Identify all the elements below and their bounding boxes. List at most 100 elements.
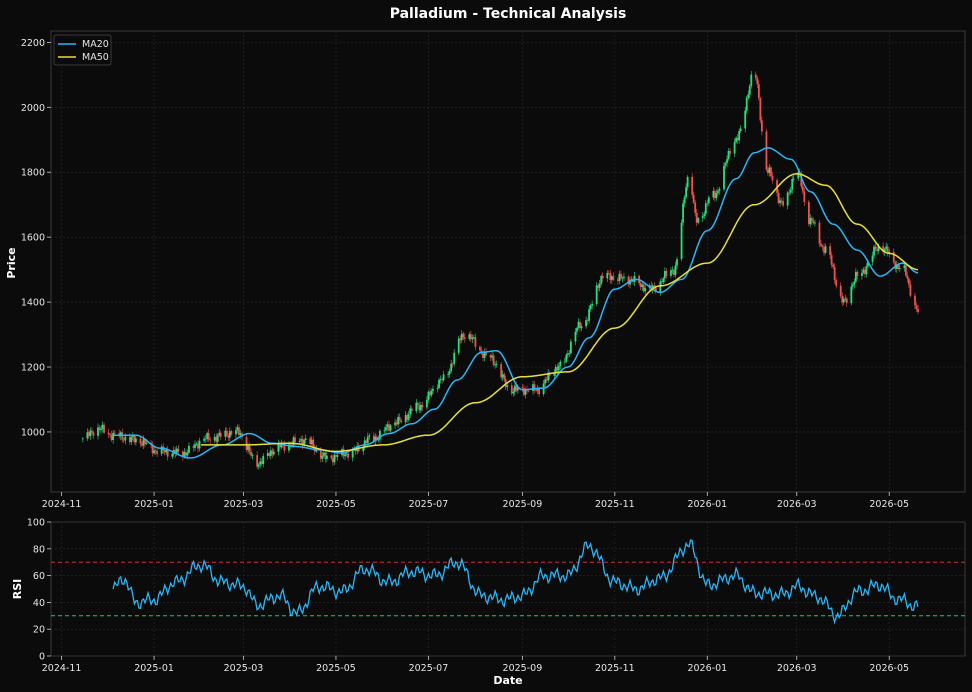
candle-body-down (166, 449, 169, 457)
candle-body-up (86, 432, 89, 439)
candle-body-down (492, 355, 495, 365)
candle-body-up (142, 439, 145, 446)
candle-body-up (304, 438, 307, 441)
candle-body-up (595, 285, 598, 305)
candle-body-down (192, 445, 195, 448)
candle-body-up (186, 452, 189, 456)
rsi-y-tick-label: 20 (33, 625, 45, 636)
candle-body-up (447, 374, 450, 376)
candle-body-up (516, 387, 519, 391)
candle-body-up (409, 408, 412, 415)
candle-body-up (448, 371, 451, 375)
candle-body-down (812, 221, 815, 223)
rsi-y-tick-label: 80 (33, 544, 45, 555)
rsi-x-tick-label: 2024-11 (42, 663, 82, 674)
candle-body-up (321, 455, 324, 459)
candle-body-down (330, 455, 333, 459)
candle-body-down (756, 78, 759, 85)
price-x-tick-label: 2025-09 (503, 499, 543, 510)
candle-body-up (862, 269, 865, 273)
candle-body-up (629, 280, 631, 285)
candle-body-down (545, 379, 548, 381)
candle-body-down (821, 245, 824, 248)
price-y-tick-label: 2200 (21, 38, 45, 49)
candle-body-up (198, 440, 201, 449)
candle-body-up (712, 191, 715, 198)
candle-body-down (451, 363, 454, 365)
candle-body-down (375, 436, 378, 440)
candle-body-up (544, 379, 547, 384)
candle-body-down (801, 186, 804, 192)
candle-body-down (607, 272, 610, 274)
candle-body-up (524, 389, 527, 395)
rsi-x-tick-label: 2025-07 (409, 663, 449, 674)
candle-body-up (272, 451, 275, 455)
candle-body-down (882, 246, 885, 253)
candle-body-up (606, 272, 609, 279)
candle-body-up (427, 391, 430, 400)
candle-body-down (122, 439, 125, 441)
candle-body-up (580, 326, 583, 329)
candle-body-down (691, 176, 694, 195)
candle-body-down (538, 388, 540, 395)
candle-body-down (692, 194, 695, 203)
price-x-tick-label: 2026-03 (777, 499, 817, 510)
candle-body-down (462, 333, 465, 338)
candle-body-down (897, 264, 900, 269)
candle-body-up (768, 167, 771, 173)
candle-body-down (754, 74, 757, 79)
candle-body-down (92, 432, 95, 436)
candle-body-up (547, 372, 550, 381)
candle-body-up (717, 190, 719, 194)
candle-body-down (474, 337, 477, 347)
candle-body-up (745, 97, 748, 111)
candle-body-up (506, 385, 509, 388)
candle-body-down (886, 246, 889, 254)
price-y-tick-label: 1600 (21, 233, 45, 244)
candle-body-up (491, 355, 493, 358)
candle-body-up (565, 354, 568, 362)
candle-body-down (800, 173, 803, 187)
candle-body-up (336, 455, 339, 457)
candle-body-down (469, 334, 472, 340)
price-x-tick-label: 2025-01 (134, 499, 174, 510)
candle-body-up (621, 277, 624, 279)
candle-body-down (627, 276, 630, 285)
candle-body-down (197, 443, 199, 449)
candle-body-down (673, 269, 675, 275)
candle-body-up (453, 352, 456, 364)
candle-body-down (909, 284, 912, 296)
candle-body-down (319, 448, 322, 459)
candle-body-up (501, 374, 504, 378)
candle-body-up (468, 334, 471, 339)
candle-body-up (844, 298, 847, 300)
candle-body-down (107, 432, 110, 435)
candle-body-up (676, 259, 678, 266)
candle-body-up (426, 399, 428, 408)
candle-body-down (227, 435, 230, 438)
candle-body-up (854, 271, 857, 282)
candle-body-up (333, 454, 336, 463)
candle-body-up (733, 142, 736, 154)
price-panel: 1000 1200 1400 1600 1800 2000 2200 2024-11 2025… (5, 30, 966, 510)
candle-body-down (632, 279, 634, 282)
candle-body-up (379, 430, 381, 440)
candle-body-down (151, 444, 154, 454)
price-x-tick-label: 2025-05 (316, 499, 356, 510)
candle-body-down (91, 430, 93, 433)
candle-body-up (513, 385, 516, 392)
candle-body-up (97, 427, 99, 436)
candle-body-down (770, 167, 772, 177)
candle-body-up (577, 321, 580, 329)
candle-body-down (163, 450, 166, 453)
candle-body-down (839, 285, 842, 296)
candle-body-down (653, 285, 656, 289)
candle-body-up (188, 445, 190, 453)
candle-body-up (218, 432, 221, 436)
candle-body-down (654, 288, 657, 293)
ma20-line (113, 147, 919, 459)
candle-body-up (153, 450, 155, 454)
candle-body-down (207, 433, 210, 440)
candle-body-down (225, 430, 228, 436)
